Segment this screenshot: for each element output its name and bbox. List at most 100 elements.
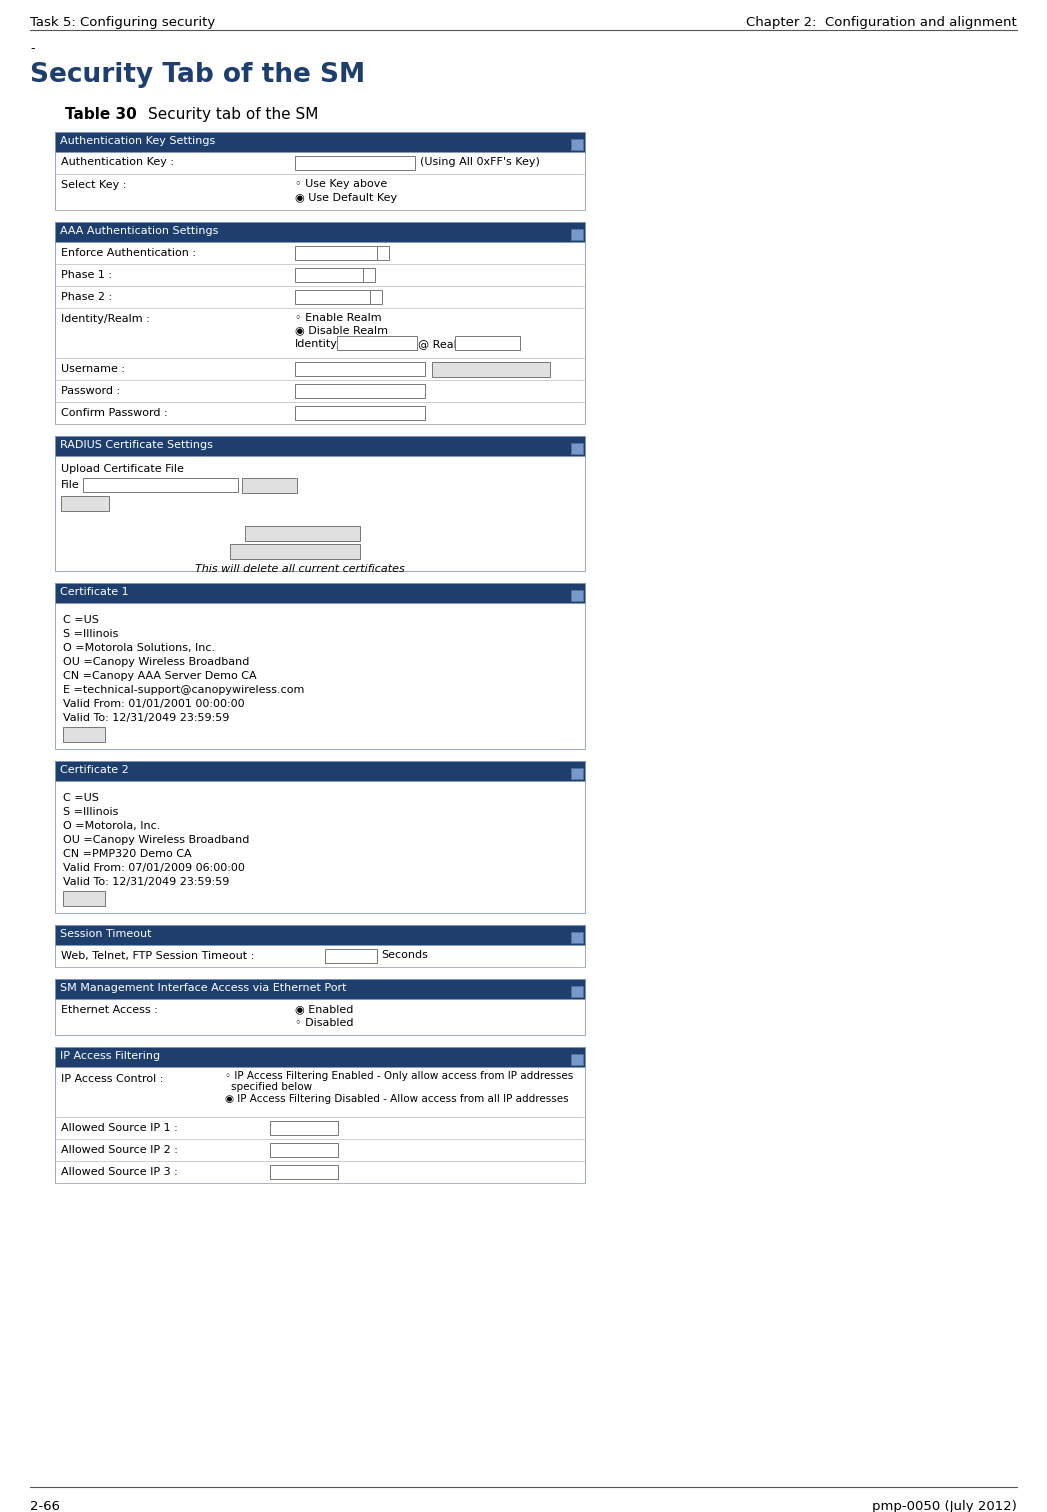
Text: Phase 1 :: Phase 1 : xyxy=(61,271,112,280)
Text: Upload Certificate File: Upload Certificate File xyxy=(61,464,184,473)
Text: Certificate 1: Certificate 1 xyxy=(60,587,129,597)
Bar xyxy=(55,584,585,748)
Text: Allowed Source IP 1 :: Allowed Source IP 1 : xyxy=(61,1123,178,1132)
Bar xyxy=(55,222,585,242)
Bar xyxy=(55,132,585,210)
Text: ▼: ▼ xyxy=(378,248,383,254)
Bar xyxy=(571,768,583,779)
Text: S =Illinois: S =Illinois xyxy=(63,629,118,640)
Text: AAA Authentication Settings: AAA Authentication Settings xyxy=(60,225,219,236)
Text: Allowed Source IP 3 :: Allowed Source IP 3 : xyxy=(61,1167,178,1176)
Text: -: - xyxy=(30,42,35,54)
Bar xyxy=(295,156,415,169)
Text: canopy.net: canopy.net xyxy=(456,337,510,346)
Bar xyxy=(55,435,585,457)
Text: anonymous: anonymous xyxy=(339,337,396,346)
Bar xyxy=(270,1120,338,1136)
Bar xyxy=(55,925,585,968)
Bar xyxy=(61,496,109,511)
Text: RADIUS Certificate Settings: RADIUS Certificate Settings xyxy=(60,440,213,451)
Bar xyxy=(295,361,425,376)
Bar xyxy=(55,435,585,572)
Bar xyxy=(55,1046,585,1067)
Text: E =technical-support@canopywireless.com: E =technical-support@canopywireless.com xyxy=(63,685,305,696)
Bar xyxy=(270,1143,338,1157)
Bar xyxy=(370,290,382,304)
Text: Valid From: 07/01/2009 06:00:00: Valid From: 07/01/2009 06:00:00 xyxy=(63,863,245,872)
Bar xyxy=(571,139,583,150)
Text: Upload: Upload xyxy=(64,497,101,508)
Text: Use Default Username: Use Default Username xyxy=(435,364,545,373)
Text: Select Key :: Select Key : xyxy=(61,180,127,191)
Bar xyxy=(245,526,360,541)
Bar xyxy=(571,931,583,943)
Text: Certificate 2: Certificate 2 xyxy=(60,765,129,776)
Text: 0.0.0.0: 0.0.0.0 xyxy=(272,1145,311,1154)
Text: Disable: Disable xyxy=(298,246,337,257)
Bar xyxy=(55,584,585,603)
Text: Delete: Delete xyxy=(66,729,101,739)
Text: Username :: Username : xyxy=(61,364,125,373)
Text: ◉ Use Default Key: ◉ Use Default Key xyxy=(295,194,397,203)
Text: Delete: Delete xyxy=(66,894,101,903)
Bar xyxy=(55,925,585,945)
Text: (Using All 0xFF's Key): (Using All 0xFF's Key) xyxy=(420,157,540,166)
Text: CN =PMP320 Demo CA: CN =PMP320 Demo CA xyxy=(63,850,192,859)
Bar xyxy=(377,246,389,260)
Bar xyxy=(63,891,105,906)
Text: @ Realm: @ Realm xyxy=(418,339,468,349)
Text: Task 5: Configuring security: Task 5: Configuring security xyxy=(30,17,216,29)
Text: O =Motorola, Inc.: O =Motorola, Inc. xyxy=(63,821,160,832)
Text: eaptls: eaptls xyxy=(298,269,330,280)
Bar xyxy=(270,1166,338,1179)
Text: ◉ Disable Realm: ◉ Disable Realm xyxy=(295,325,388,336)
Text: C =US: C =US xyxy=(63,615,98,624)
Bar xyxy=(571,228,583,240)
Text: This will delete all current certificates: This will delete all current certificate… xyxy=(195,564,405,575)
Bar xyxy=(295,407,425,420)
Text: Phase 2 :: Phase 2 : xyxy=(61,292,112,302)
Text: SM Management Interface Access via Ethernet Port: SM Management Interface Access via Ether… xyxy=(60,983,347,993)
Text: MSCHAPV2: MSCHAPV2 xyxy=(298,290,356,301)
Bar xyxy=(63,727,105,742)
Text: Chapter 2:  Configuration and alignment: Chapter 2: Configuration and alignment xyxy=(747,17,1017,29)
Bar xyxy=(230,544,360,559)
Text: Identity/Realm :: Identity/Realm : xyxy=(61,314,150,324)
Text: specified below: specified below xyxy=(231,1083,312,1092)
Text: C =US: C =US xyxy=(63,792,98,803)
Text: ◦ Use Key above: ◦ Use Key above xyxy=(295,178,387,189)
Bar xyxy=(571,1054,583,1064)
Bar xyxy=(55,978,585,1036)
Text: CN =Canopy AAA Server Demo CA: CN =Canopy AAA Server Demo CA xyxy=(63,671,257,680)
Text: 0.0.0.0: 0.0.0.0 xyxy=(272,1122,311,1132)
Text: Authentication Key Settings: Authentication Key Settings xyxy=(60,136,216,147)
Text: ▼: ▼ xyxy=(371,292,376,298)
Bar xyxy=(295,246,380,260)
Bar xyxy=(571,590,583,600)
Text: Browse..: Browse.. xyxy=(245,479,290,490)
Bar xyxy=(432,361,550,376)
Text: IP Access Control :: IP Access Control : xyxy=(61,1074,163,1084)
Bar xyxy=(55,1046,585,1182)
Bar xyxy=(55,978,585,999)
Text: O =Motorola Solutions, Inc.: O =Motorola Solutions, Inc. xyxy=(63,643,215,653)
Text: Security Tab of the SM: Security Tab of the SM xyxy=(30,62,365,88)
Text: S =Illinois: S =Illinois xyxy=(63,807,118,816)
Text: ◉ Enabled: ◉ Enabled xyxy=(295,1004,354,1015)
Text: ••••••••: •••••••• xyxy=(298,386,350,395)
Text: pmp-0050 (July 2012): pmp-0050 (July 2012) xyxy=(872,1500,1017,1512)
Bar xyxy=(55,222,585,423)
Text: Table 30: Table 30 xyxy=(65,107,137,122)
Text: Enforce Authentication :: Enforce Authentication : xyxy=(61,248,196,259)
Bar xyxy=(571,443,583,454)
Text: Import Certificate: Import Certificate xyxy=(248,528,340,538)
Bar xyxy=(571,986,583,996)
Text: IP Access Filtering: IP Access Filtering xyxy=(60,1051,160,1061)
Text: ◦ Disabled: ◦ Disabled xyxy=(295,1018,354,1028)
Bar xyxy=(337,336,417,349)
Text: Ethernet Access :: Ethernet Access : xyxy=(61,1005,158,1015)
Bar xyxy=(242,478,297,493)
Text: Web, Telnet, FTP Session Timeout :: Web, Telnet, FTP Session Timeout : xyxy=(61,951,254,962)
Text: Allowed Source IP 2 :: Allowed Source IP 2 : xyxy=(61,1145,178,1155)
Bar xyxy=(295,268,365,283)
